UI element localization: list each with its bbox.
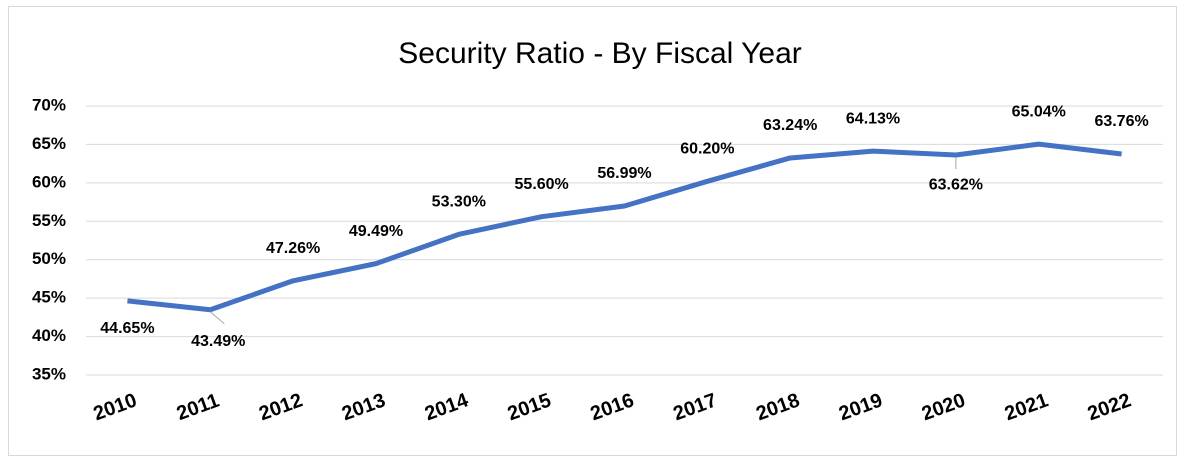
data-label: 43.49% [191,333,245,350]
y-tick-label: 50% [32,249,66,268]
data-label: 56.99% [597,165,651,182]
y-tick-label: 55% [32,211,66,230]
data-label: 63.24% [763,117,817,134]
data-label: 55.60% [515,176,569,193]
data-label: 63.76% [1094,113,1148,130]
chart-title: Security Ratio - By Fiscal Year [398,37,802,70]
data-label: 64.13% [846,110,900,127]
leader-line [209,311,225,325]
y-tick-label: 65% [32,134,66,153]
y-tick-label: 70% [32,95,66,114]
data-label: 44.65% [100,320,154,337]
y-tick-label: 45% [32,288,66,307]
data-label: 53.30% [432,194,486,211]
data-label: 65.04% [1012,103,1066,120]
y-tick-label: 35% [32,364,66,383]
y-tick-label: 60% [32,172,66,191]
data-label: 60.20% [680,141,734,158]
chart-border [8,6,1177,456]
data-label: 47.26% [266,240,320,257]
line [127,141,1122,313]
y-tick-label: 40% [32,326,66,345]
data-label: 49.49% [349,223,403,240]
data-label: 63.62% [929,176,983,193]
